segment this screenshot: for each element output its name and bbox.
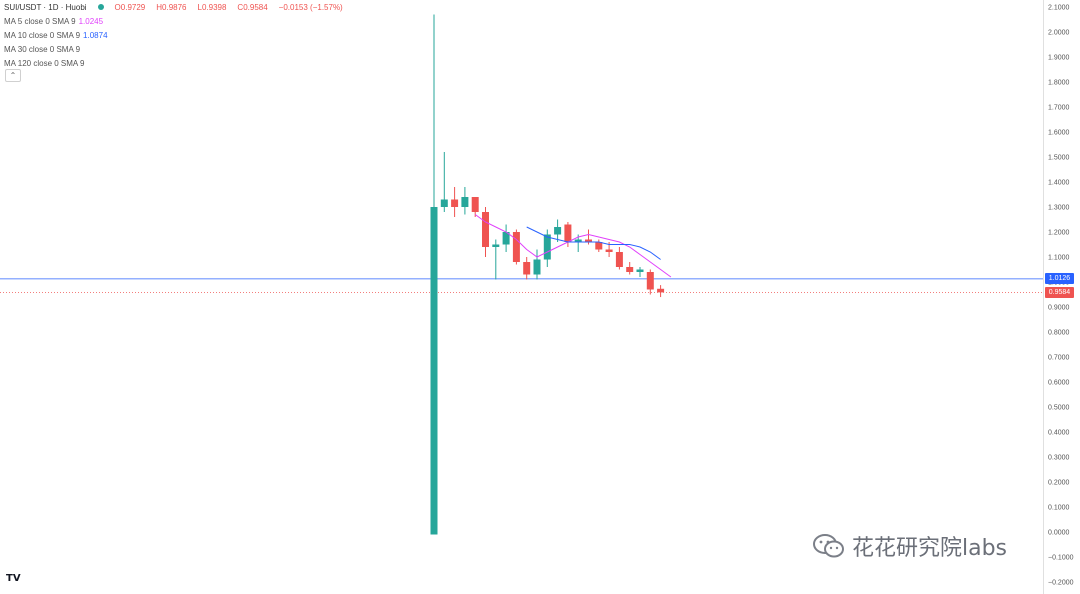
indicator-ma10[interactable]: MA 10 close 0 SMA 9 1.0874: [4, 29, 346, 43]
market-status-icon: [97, 4, 104, 10]
candle-body: [636, 269, 644, 272]
candle-body: [615, 252, 623, 267]
y-tick-label: 2.0000: [1048, 30, 1070, 37]
ohlc-close: C0.9584: [237, 3, 268, 12]
candle-body: [461, 197, 469, 207]
candle-body: [440, 199, 448, 207]
y-tick-label: 0.3000: [1048, 455, 1070, 462]
candle-body: [471, 197, 479, 212]
y-tick-label: 0.0000: [1048, 530, 1070, 537]
ohlc-high: H0.9876: [156, 3, 187, 12]
candle-body: [585, 239, 592, 242]
candle-body: [492, 244, 500, 247]
y-tick-label: 0.5000: [1048, 405, 1070, 412]
indicator-value: 1.0245: [78, 17, 104, 26]
y-tick-label: 0.6000: [1048, 380, 1070, 387]
y-tick-label: 1.4000: [1048, 180, 1070, 187]
candle-body: [512, 232, 520, 262]
y-tick-label: 0.8000: [1048, 330, 1070, 337]
y-tick-label: −0.2000: [1048, 580, 1074, 587]
price-axis[interactable]: [1043, 0, 1080, 594]
indicator-label: MA 30 close 0 SMA 9: [4, 45, 81, 54]
candle-body: [451, 199, 459, 207]
candle-body: [430, 207, 438, 535]
ma-line-ma5: [474, 214, 672, 278]
candle-body: [482, 212, 489, 247]
indicator-ma120[interactable]: MA 120 close 0 SMA 9: [4, 57, 346, 71]
collapse-legend-button[interactable]: ⌃: [5, 69, 21, 82]
y-tick-label: 0.9000: [1048, 305, 1070, 312]
y-tick-label: 1.3000: [1048, 205, 1070, 212]
chart-legend: SUI/USDT · 1D · Huobi O0.9729 H0.9876 L0.93…: [4, 1, 346, 71]
indicator-value: 1.0874: [83, 31, 108, 40]
y-tick-label: 0.2000: [1048, 480, 1070, 487]
y-tick-label: 1.2000: [1048, 230, 1070, 237]
y-tick-label: 1.6000: [1048, 130, 1070, 137]
y-tick-label: 2.1000: [1048, 5, 1070, 12]
y-tick-label: 0.7000: [1048, 355, 1070, 362]
indicator-ma5[interactable]: MA 5 close 0 SMA 9 1.0245: [4, 15, 346, 29]
candle-body: [523, 262, 531, 275]
ohlc-open: O0.9729: [114, 3, 146, 12]
candle-body: [646, 272, 654, 290]
candle-body: [533, 259, 541, 275]
candle-body: [564, 224, 572, 242]
indicator-ma30[interactable]: MA 30 close 0 SMA 9: [4, 43, 346, 57]
tradingview-logo[interactable]: TV: [6, 573, 21, 584]
candle-body: [626, 267, 634, 272]
candle-body: [554, 227, 562, 235]
symbol-title[interactable]: SUI/USDT · 1D · Huobi: [4, 3, 87, 12]
y-tick-label: −0.1000: [1048, 555, 1074, 562]
chevron-up-icon: ⌃: [9, 71, 17, 80]
ohlc-low: L0.9398: [197, 3, 227, 12]
candle-body: [574, 239, 582, 242]
watermark-text: 花花研究院labs: [852, 536, 1008, 561]
y-tick-label: 0.1000: [1048, 505, 1070, 512]
y-tick-label: 1.8000: [1048, 80, 1070, 87]
last-price-tag: 0.9584: [1045, 286, 1074, 298]
symbol-row: SUI/USDT · 1D · Huobi O0.9729 H0.9876 L0.93…: [4, 1, 346, 15]
candle-body: [595, 242, 603, 250]
y-tick-label: 1.9000: [1048, 55, 1070, 62]
reference-price-tag: 1.0126: [1045, 273, 1074, 285]
candle-body: [502, 232, 510, 245]
y-tick-label: 1.7000: [1048, 105, 1070, 112]
ma-line-ma10: [526, 226, 661, 260]
y-tick-label: 0.4000: [1048, 430, 1070, 437]
indicator-label: MA 120 close 0 SMA 9: [4, 59, 85, 68]
indicator-label: MA 10 close 0 SMA 9: [4, 31, 81, 40]
wechat-icon: [813, 534, 844, 558]
candle-body: [657, 288, 665, 293]
y-tick-label: 1.5000: [1048, 155, 1070, 162]
ohlc-change: −0.0153 (−1.57%): [278, 3, 343, 12]
y-tick-label: 1.1000: [1048, 255, 1070, 262]
indicator-label: MA 5 close 0 SMA 9: [4, 17, 76, 26]
watermark: 花花研究院labs: [812, 530, 1007, 562]
candle-body: [543, 234, 551, 260]
candle-body: [605, 249, 613, 252]
